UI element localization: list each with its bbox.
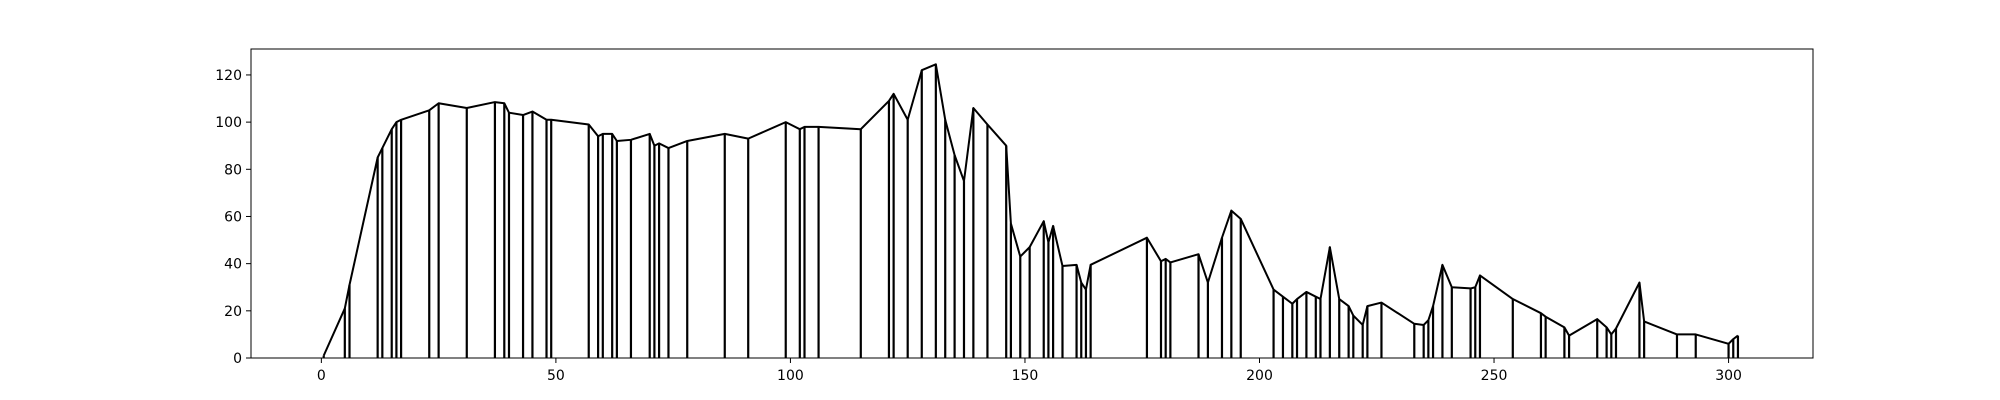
x-axis: 0 50 100 150 200 250 300: [317, 358, 1742, 384]
y-tick-label: 120: [215, 68, 242, 84]
x-tick-label: 250: [1481, 368, 1508, 384]
y-tick-label: 0: [233, 351, 242, 367]
x-tick-label: 300: [1715, 368, 1742, 384]
plot-area-frame: [250, 48, 1814, 359]
x-tick-label: 0: [317, 368, 326, 384]
y-tick-label: 20: [224, 304, 242, 320]
x-tick-label: 200: [1246, 368, 1273, 384]
x-tick-label: 50: [547, 368, 565, 384]
y-tick-label: 80: [224, 162, 242, 178]
x-tick-label: 150: [1012, 368, 1039, 384]
x-tick-label: 100: [777, 368, 804, 384]
series-line: [322, 63, 1739, 357]
y-tick-label: 100: [215, 115, 242, 131]
y-tick-label: 60: [224, 209, 242, 225]
y-axis: 0 20 40 60 80 100 120: [215, 68, 251, 367]
y-tick-label: 40: [224, 257, 242, 273]
stem-lines: [322, 64, 1740, 358]
